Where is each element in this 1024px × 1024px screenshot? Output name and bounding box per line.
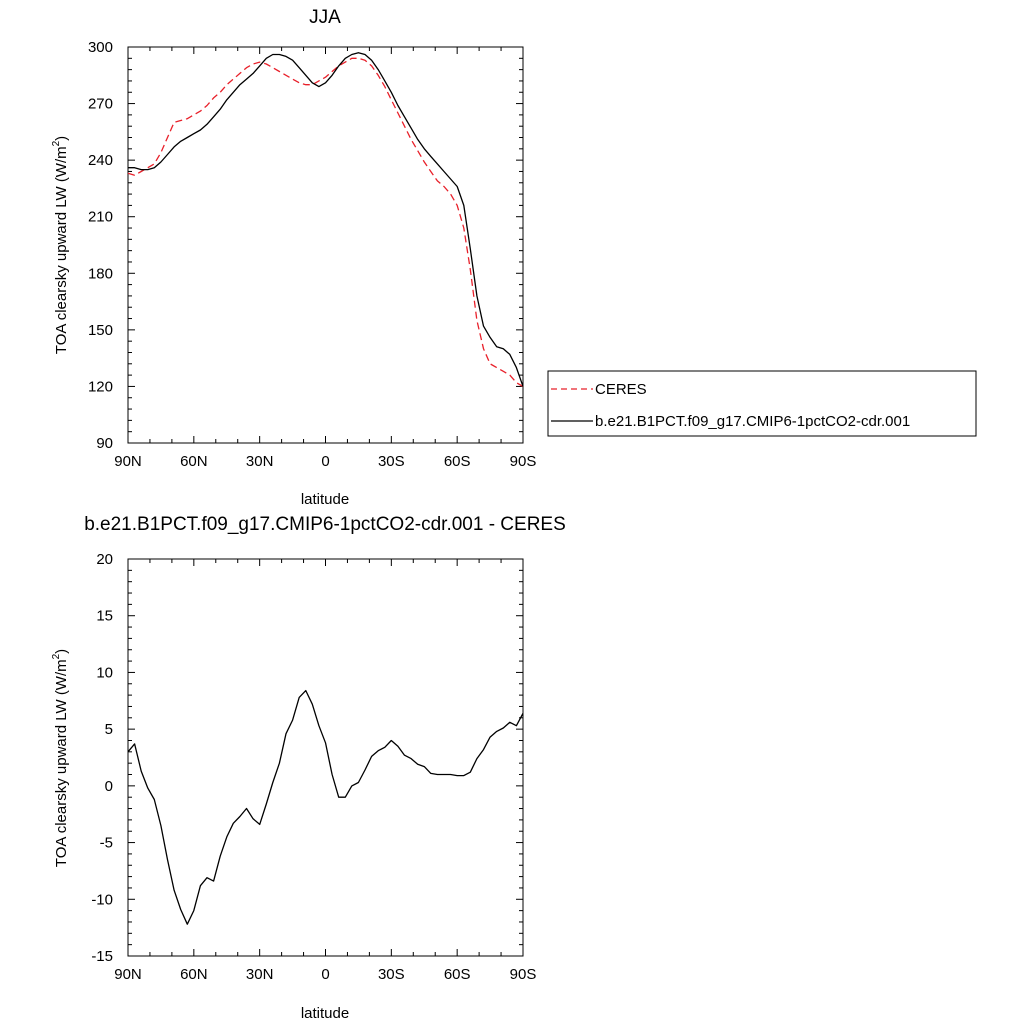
- legend-label-ceres: CERES: [595, 381, 647, 398]
- x-tick-label: 0: [321, 453, 329, 470]
- x-tick-label: 30S: [378, 966, 405, 983]
- x-tick-label: 0: [321, 966, 329, 983]
- y-tick-label: 5: [105, 721, 113, 738]
- top-chart-plot-frame: [127, 46, 524, 444]
- legend-box: [547, 370, 977, 437]
- top-chart: JJA 90N 60N 30N 0 30S 60S 90S 90 120 150 180 210 240…: [51, 7, 977, 508]
- x-tick-label: 90S: [510, 966, 537, 983]
- bottom-chart-ylabel: TOA clearsky upward LW (W/m2): [51, 649, 70, 867]
- y-tick-label: 270: [88, 96, 113, 113]
- y-tick-label: 15: [96, 608, 113, 625]
- top-chart-ylabel-sup: 2: [51, 140, 62, 146]
- x-tick-label: 90N: [114, 966, 142, 983]
- bottom-chart-plot-frame: [127, 558, 524, 957]
- bottom-chart-ticks: 90N 60N 30N 0 30S 60S 90S -15 -10 -5 0 5 10 15 20: [91, 551, 536, 983]
- top-chart-ylabel-end: ): [53, 136, 70, 141]
- y-tick-label: -10: [91, 891, 113, 908]
- bottom-chart-ylabel-sup: 2: [51, 653, 62, 659]
- top-chart-ylabel: TOA clearsky upward LW (W/m2): [51, 136, 70, 354]
- x-tick-label: 30N: [246, 453, 274, 470]
- legend-label-model: b.e21.B1PCT.f09_g17.CMIP6-1pctCO2-cdr.00…: [595, 413, 910, 430]
- x-tick-label: 60N: [180, 453, 208, 470]
- y-tick-label: 210: [88, 209, 113, 226]
- y-tick-label: 90: [96, 435, 113, 452]
- bottom-chart-series: [127, 689, 524, 925]
- y-tick-label: -15: [91, 948, 113, 965]
- bottom-chart-title: b.e21.B1PCT.f09_g17.CMIP6-1pctCO2-cdr.00…: [84, 514, 566, 535]
- y-tick-label: 120: [88, 378, 113, 395]
- bottom-chart-ylabel-text: TOA clearsky upward LW (W/m: [53, 659, 70, 867]
- bottom-chart-ylabel-end: ): [53, 649, 70, 654]
- bottom-chart-xlabel: latitude: [301, 1005, 349, 1022]
- x-tick-label: 90S: [510, 453, 537, 470]
- series-line-ceres: [127, 57, 524, 387]
- x-tick-label: 60S: [444, 453, 471, 470]
- top-chart-ylabel-text: TOA clearsky upward LW (W/m: [53, 146, 70, 354]
- y-tick-label: 20: [96, 551, 113, 568]
- y-tick-label: 150: [88, 322, 113, 339]
- x-tick-label: 90N: [114, 453, 142, 470]
- x-tick-label: 30N: [246, 966, 274, 983]
- bottom-chart: b.e21.B1PCT.f09_g17.CMIP6-1pctCO2-cdr.00…: [51, 514, 566, 1022]
- x-tick-label: 60S: [444, 966, 471, 983]
- y-tick-label: -5: [100, 835, 113, 852]
- x-tick-label: 30S: [378, 453, 405, 470]
- y-tick-label: 240: [88, 152, 113, 169]
- top-chart-legend: CERES b.e21.B1PCT.f09_g17.CMIP6-1pctCO2-…: [547, 370, 977, 437]
- y-tick-label: 300: [88, 39, 113, 56]
- y-tick-label: 0: [105, 778, 113, 795]
- series-line-model: [128, 52, 524, 387]
- x-tick-label: 60N: [180, 966, 208, 983]
- y-tick-label: 180: [88, 265, 113, 282]
- y-tick-label: 10: [96, 664, 113, 681]
- top-chart-title: JJA: [309, 7, 341, 28]
- top-chart-ticks: 90N 60N 30N 0 30S 60S 90S 90 120 150 180 210 240 270 3…: [88, 39, 536, 470]
- series-line-model: [127, 689, 524, 925]
- top-chart-series: [127, 52, 524, 387]
- top-chart-xlabel: latitude: [301, 491, 349, 508]
